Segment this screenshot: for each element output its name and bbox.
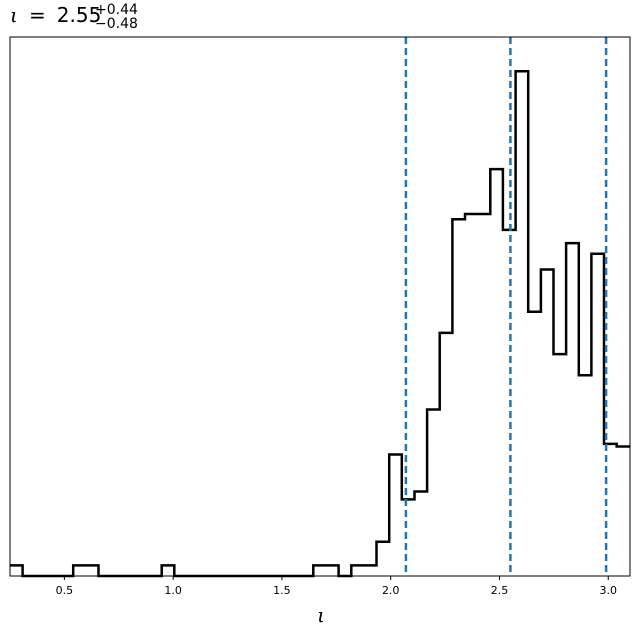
title-lower-error: −0.48 bbox=[95, 16, 138, 32]
title-symbol: ι bbox=[10, 3, 18, 27]
title-equals: = bbox=[29, 3, 46, 27]
title-value: 2.55 bbox=[57, 3, 102, 27]
title-upper-error: +0.44 bbox=[95, 2, 138, 18]
chart-title: ι = 2.55 bbox=[10, 3, 101, 27]
axes-frame bbox=[9, 36, 631, 577]
x-tick-label: 2.0 bbox=[382, 584, 400, 597]
plot-area bbox=[10, 37, 630, 578]
x-tick-label: 1.5 bbox=[273, 584, 291, 597]
x-tick-label: 3.0 bbox=[599, 584, 617, 597]
x-axis-label: ι bbox=[317, 603, 325, 627]
histogram-step bbox=[10, 70, 630, 578]
x-axis: 0.5 1.0 1.5 2.0 2.5 3.0 bbox=[56, 576, 617, 597]
x-tick-label: 1.0 bbox=[164, 584, 182, 597]
x-tick-label: 2.5 bbox=[491, 584, 509, 597]
x-tick-label: 0.5 bbox=[56, 584, 74, 597]
